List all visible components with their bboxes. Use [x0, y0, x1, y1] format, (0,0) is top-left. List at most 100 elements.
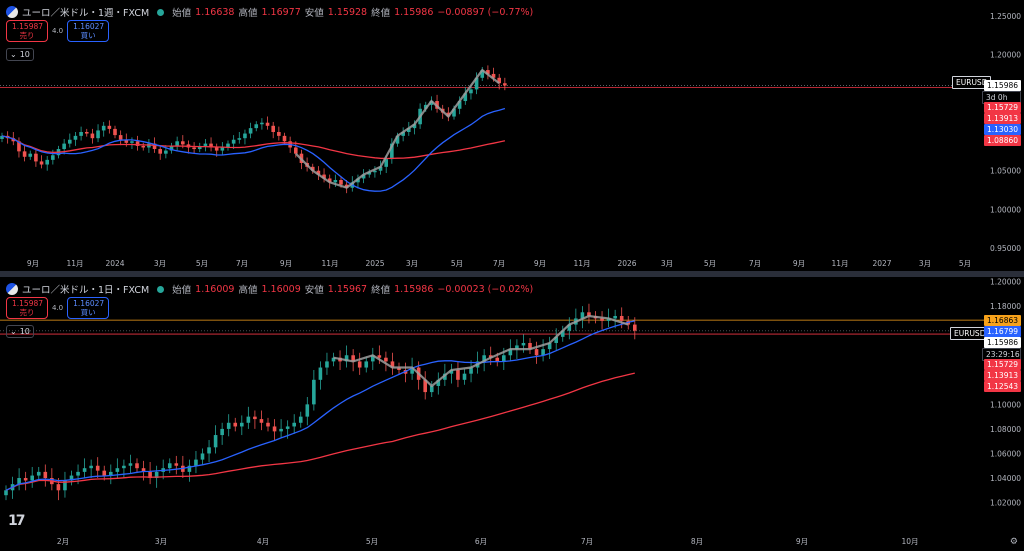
candle [371, 347, 375, 370]
candle-body [101, 125, 106, 131]
close-label: 終値 [371, 8, 391, 19]
x-tick-label: 11月 [573, 259, 590, 268]
weekly-symbol-title[interactable]: ユーロ／米ドル・1週・FXCM [22, 8, 150, 19]
candle-body [181, 141, 185, 145]
candle [322, 168, 326, 183]
candle [226, 140, 230, 151]
price-tag: 1.13913 [984, 113, 1021, 125]
candle-body [56, 484, 61, 491]
candle [213, 425, 218, 454]
candle [344, 345, 349, 368]
candle-body [528, 342, 532, 350]
candle [541, 339, 545, 362]
candle-body [141, 145, 146, 148]
daily-legend: ユーロ／米ドル・1日・FXCM 始値 1.16009 高値 1.16009 安値 1.… [6, 282, 533, 296]
high-value: 1.16009 [261, 283, 301, 295]
candle-body [331, 357, 336, 362]
candle [497, 73, 501, 90]
candle-body [34, 153, 38, 162]
low-value: 1.15928 [327, 6, 368, 18]
high-label: 高値 [238, 285, 258, 296]
candle [260, 118, 264, 130]
candle-body [633, 324, 637, 331]
buy-label: 買い [80, 31, 96, 40]
sell-button[interactable]: 1.15987 売り [6, 297, 48, 319]
candle [135, 458, 139, 474]
x-tick-label: 11月 [66, 259, 83, 268]
candle [181, 455, 185, 479]
candle [69, 470, 74, 486]
candle-body [124, 139, 129, 143]
y-tick-label: 1.18000 [990, 302, 1021, 311]
y-tick-label: 1.04000 [990, 474, 1021, 483]
candle [148, 462, 152, 485]
price-tag: 1.15986 [984, 336, 1021, 348]
candle-body [203, 143, 208, 146]
candle [102, 465, 107, 481]
daily-symbol-title[interactable]: ユーロ／米ドル・1日・FXCM [22, 285, 150, 296]
candle [79, 126, 83, 141]
daily-chart-canvas[interactable]: 1.200001.180001.160001.140001.120001.100… [0, 277, 1024, 551]
candle-body [351, 355, 355, 362]
buy-button[interactable]: 1.16027 買い [67, 20, 110, 42]
candle-body [384, 159, 388, 167]
candle-body [0, 135, 4, 139]
x-tick-label: 2026 [617, 259, 636, 268]
candle-body [243, 133, 247, 139]
candle [30, 466, 34, 488]
candle [89, 459, 93, 479]
candle-body [294, 147, 298, 154]
candle-body [436, 379, 441, 386]
candle [95, 457, 100, 479]
daily-chart-pane[interactable]: 1.200001.180001.160001.140001.120001.100… [0, 277, 1024, 551]
candle [203, 138, 208, 152]
candle [318, 361, 323, 390]
close-value: 1.15986 [394, 283, 434, 295]
candle [82, 458, 87, 479]
weekly-chart-canvas[interactable]: 1.250001.200001.150001.100001.050001.000… [0, 0, 1024, 271]
candle-body [619, 315, 624, 321]
y-tick-label: 1.00000 [990, 205, 1021, 214]
candle-body [373, 170, 377, 173]
sell-label: 売り [19, 31, 35, 40]
indicators-toggle[interactable]: ⌄ 10 [6, 48, 34, 61]
x-tick-label: 4月 [257, 537, 269, 546]
indicators-toggle[interactable]: ⌄ 10 [6, 325, 34, 338]
candle-body [285, 426, 290, 429]
candle-body [277, 132, 281, 136]
ma-red-line [5, 372, 635, 491]
candle [429, 381, 434, 397]
y-tick-label: 1.05000 [990, 167, 1021, 176]
candle-body [154, 471, 159, 479]
candle [367, 169, 372, 178]
candle-body [253, 416, 257, 420]
candle-body [260, 122, 264, 125]
buy-button[interactable]: 1.16027 買い [67, 297, 110, 319]
pane-divider[interactable] [0, 271, 1024, 277]
weekly-chart-pane[interactable]: 1.250001.200001.150001.100001.050001.000… [0, 0, 1024, 271]
candle-body [135, 463, 139, 469]
candle-body [102, 470, 107, 476]
candle-body [502, 355, 506, 362]
candle-body [23, 478, 28, 481]
candle-body [567, 324, 572, 331]
candle-body [364, 361, 369, 368]
candle-body [600, 318, 604, 321]
candle-body [4, 490, 8, 496]
x-tick-label: 2027 [872, 259, 891, 268]
market-status-icon [157, 8, 165, 16]
candle [174, 455, 179, 475]
candle [384, 351, 388, 372]
candle-body [423, 104, 428, 109]
candle-body [233, 422, 238, 427]
zigzag-line [333, 314, 629, 388]
gear-icon[interactable]: ⚙ [1009, 537, 1018, 547]
candle-body [226, 422, 231, 429]
change-value: −0.00023 (−0.02%) [437, 283, 534, 295]
candle [158, 145, 162, 160]
candle-body [412, 124, 417, 129]
candle-body [231, 139, 236, 144]
candle-body [377, 355, 382, 358]
sell-button[interactable]: 1.15987 売り [6, 20, 48, 42]
candle [167, 458, 172, 474]
